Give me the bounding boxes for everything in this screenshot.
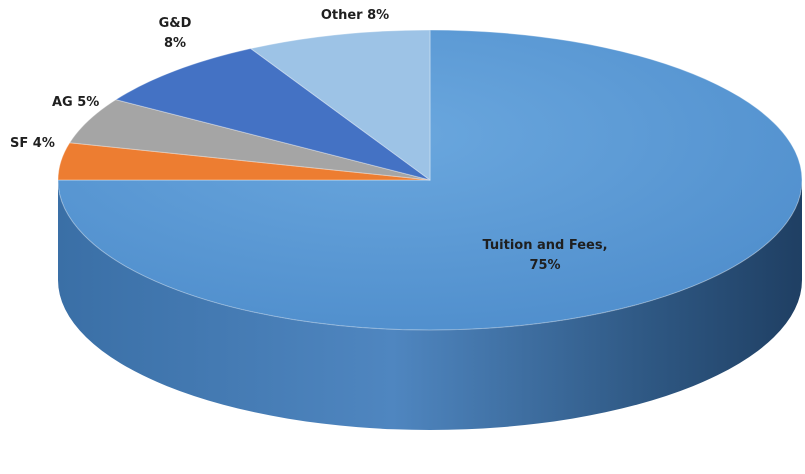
slice-ag [68,99,431,181]
slice-label-ag: AG 5% [52,95,100,110]
slice-tuition-and-fees [57,29,803,331]
pie-sides [58,180,802,430]
slice-other [249,29,431,181]
slice-label-tuition-and-fees-value: 75% [529,258,561,273]
slice-label-gd-value: 8% [163,36,187,51]
slice-label-gd-name: G&D [158,16,192,31]
slice-label-tuition-and-fees: Tuition and Fees, 75% [470,236,620,276]
slice-sf [57,142,431,181]
pie-tops [57,29,803,331]
slice-g-d [114,48,431,181]
slice-label-gd: G&D 8% [140,14,210,54]
slice-label-tuition-and-fees-name: Tuition and Fees, [482,238,608,253]
slice-label-other: Other 8% [320,8,390,23]
slice-label-sf: SF 4% [10,136,55,151]
slice-side-tuition-and-fees [58,180,802,430]
